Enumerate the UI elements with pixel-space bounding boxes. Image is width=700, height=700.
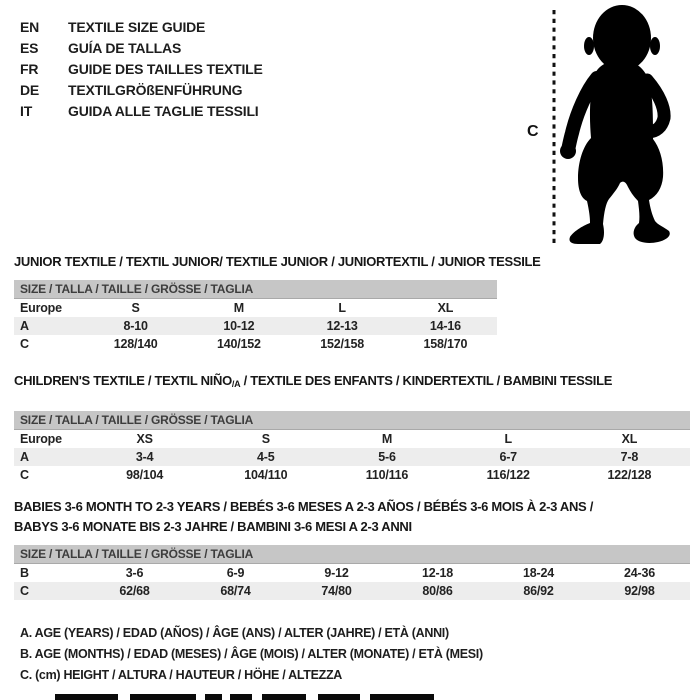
height-figure: C [525,0,695,250]
table-cell: XL [437,301,454,315]
table-cell: 6-9 [226,566,245,580]
table-cell: 98/104 [126,468,164,482]
table-cell: 12-13 [326,319,358,333]
table-cell: 92/98 [624,584,655,598]
lang-title: TEXTILGRÖßENFÜHRUNG [68,82,243,98]
table-cell: 12-18 [422,566,453,580]
table-cell: 104/110 [244,468,288,482]
table-cell: 62/68 [119,584,150,598]
table-cell: 68/74 [220,584,251,598]
table-cell: XL [621,432,638,446]
table-cell: 4-5 [257,450,275,464]
table-cell: 7-8 [620,450,639,464]
table-cell: 80/86 [422,584,453,598]
table-title-subscript: /A [231,379,241,389]
lang-code: ES [20,40,39,56]
table-cell: L [504,432,512,446]
lang-row-de: DE TEXTILGRÖßENFÜHRUNG [20,80,263,101]
lang-code: EN [20,19,40,35]
footnote-b: B. AGE (MONTHS) / EDAD (MESES) / ÂGE (MO… [20,647,483,661]
babies-size-table: BABIES 3-6 MONTH TO 2-3 YEARS / BEBÉS 3-… [14,497,690,600]
table-cell: 3-4 [135,450,154,464]
language-title-block: EN TEXTILE SIZE GUIDE ES GUÍA DE TALLAS … [20,17,263,122]
lang-row-fr: FR GUIDE DES TAILLES TEXTILE [20,59,263,80]
table-row: C 98/104 104/110 110/116 116/122 122/128 [14,466,690,484]
table-title-line1: BABIES 3-6 MONTH TO 2-3 YEARS / BEBÉS 3-… [14,499,594,514]
table-body: Europe S M L XL A 8-10 10-12 12-13 14-16 C 128/140 1… [14,299,497,353]
row-label: C [20,468,29,482]
footnote-a: A. AGE (YEARS) / EDAD (AÑOS) / ÂGE (ANS)… [20,626,449,640]
table-row: C 62/68 68/74 74/80 80/86 86/92 92/98 [14,582,690,600]
size-header: SIZE / TALLA / TAILLE / GRÖSSE / TAGLIA [14,411,690,430]
table-cell: 14-16 [429,319,461,333]
table-cell: 140/152 [216,337,261,351]
table-cell: 86/92 [523,584,554,598]
lang-title: TEXTILE SIZE GUIDE [68,19,206,35]
table-title: CHILDREN'S TEXTILE / TEXTIL NIÑO/A / TEX… [14,371,690,394]
table-title-text: / TEXTILE DES ENFANTS / KINDERTEXTIL / B… [240,373,613,388]
footnote-c: C. (cm) HEIGHT / ALTURA / HAUTEUR / HÖHE… [20,668,343,682]
row-label: B [20,566,29,580]
table-title-line2: BABYS 3-6 MONATE BIS 2-3 JAHRE / BAMBINI… [14,519,412,534]
table-cell: S [261,432,270,446]
table-cell: 10-12 [223,319,255,333]
table-cell: 8-10 [123,319,148,333]
table-cell: 18-24 [523,566,554,580]
height-measure-label: C [527,123,539,140]
table-cell: 3-6 [125,566,144,580]
table-body: Europe XS S M L XL A 3-4 4-5 5-6 6-7 7-8 C 98/104 104/… [14,430,690,484]
table-cell: 158/170 [423,337,468,351]
footnotes: A. AGE (YEARS) / EDAD (AÑOS) / ÂGE (ANS)… [20,623,483,686]
table-row: Europe S M L XL [14,299,497,317]
size-header: SIZE / TALLA / TAILLE / GRÖSSE / TAGLIA [14,280,497,299]
size-header: SIZE / TALLA / TAILLE / GRÖSSE / TAGLIA [14,545,690,564]
table-cell: 6-7 [499,450,517,464]
table-row: B 3-6 6-9 9-12 12-18 18-24 24-36 [14,564,690,582]
lang-row-it: IT GUIDA ALLE TAGLIE TESSILI [20,101,263,122]
table-row: C 128/140 140/152 152/158 158/170 [14,335,497,353]
table-cell: 116/122 [486,468,530,482]
junior-size-table: JUNIOR TEXTILE / TEXTIL JUNIOR/ TEXTILE … [14,252,541,353]
cropped-text-artifact [55,694,434,700]
lang-code: FR [20,61,39,77]
children-size-table: CHILDREN'S TEXTILE / TEXTIL NIÑO/A / TEX… [14,371,690,484]
table-cell: L [338,301,346,315]
lang-title: GUIDA ALLE TAGLIE TESSILI [68,103,259,119]
lang-title: GUÍA DE TALLAS [68,40,182,56]
table-cell: XS [136,432,153,446]
toddler-silhouette-icon [552,5,671,244]
lang-code: DE [20,82,40,98]
lang-row-es: ES GUÍA DE TALLAS [20,38,263,59]
table-cell: 24-36 [624,566,655,580]
table-cell: 74/80 [321,584,352,598]
table-row: A 3-4 4-5 5-6 6-7 7-8 [14,448,690,466]
row-label: C [20,584,29,598]
table-row: A 8-10 10-12 12-13 14-16 [14,317,497,335]
table-row: Europe XS S M L XL [14,430,690,448]
row-label: Europe [20,432,62,446]
lang-row-en: EN TEXTILE SIZE GUIDE [20,17,263,38]
table-cell: 152/158 [320,337,365,351]
table-cell: M [381,432,393,446]
row-label: Europe [20,301,62,315]
lang-title: GUIDE DES TAILLES TEXTILE [68,61,263,77]
row-label: C [20,337,29,351]
row-label: A [20,450,29,464]
table-cell: 9-12 [324,566,349,580]
lang-code: IT [20,103,33,119]
table-cell: S [131,301,140,315]
table-title: JUNIOR TEXTILE / TEXTIL JUNIOR/ TEXTILE … [14,254,541,269]
table-title: BABIES 3-6 MONTH TO 2-3 YEARS / BEBÉS 3-… [14,497,690,537]
table-cell: 122/128 [607,468,652,482]
table-cell: 110/116 [365,468,409,482]
table-cell: 5-6 [378,450,396,464]
table-cell: M [233,301,244,315]
table-cell: 128/140 [113,337,158,351]
row-label: A [20,319,29,333]
table-title-text: CHILDREN'S TEXTILE / TEXTIL NIÑO [14,373,232,388]
table-body: B 3-6 6-9 9-12 12-18 18-24 24-36 C 62/68 68/74 74/… [14,564,690,600]
